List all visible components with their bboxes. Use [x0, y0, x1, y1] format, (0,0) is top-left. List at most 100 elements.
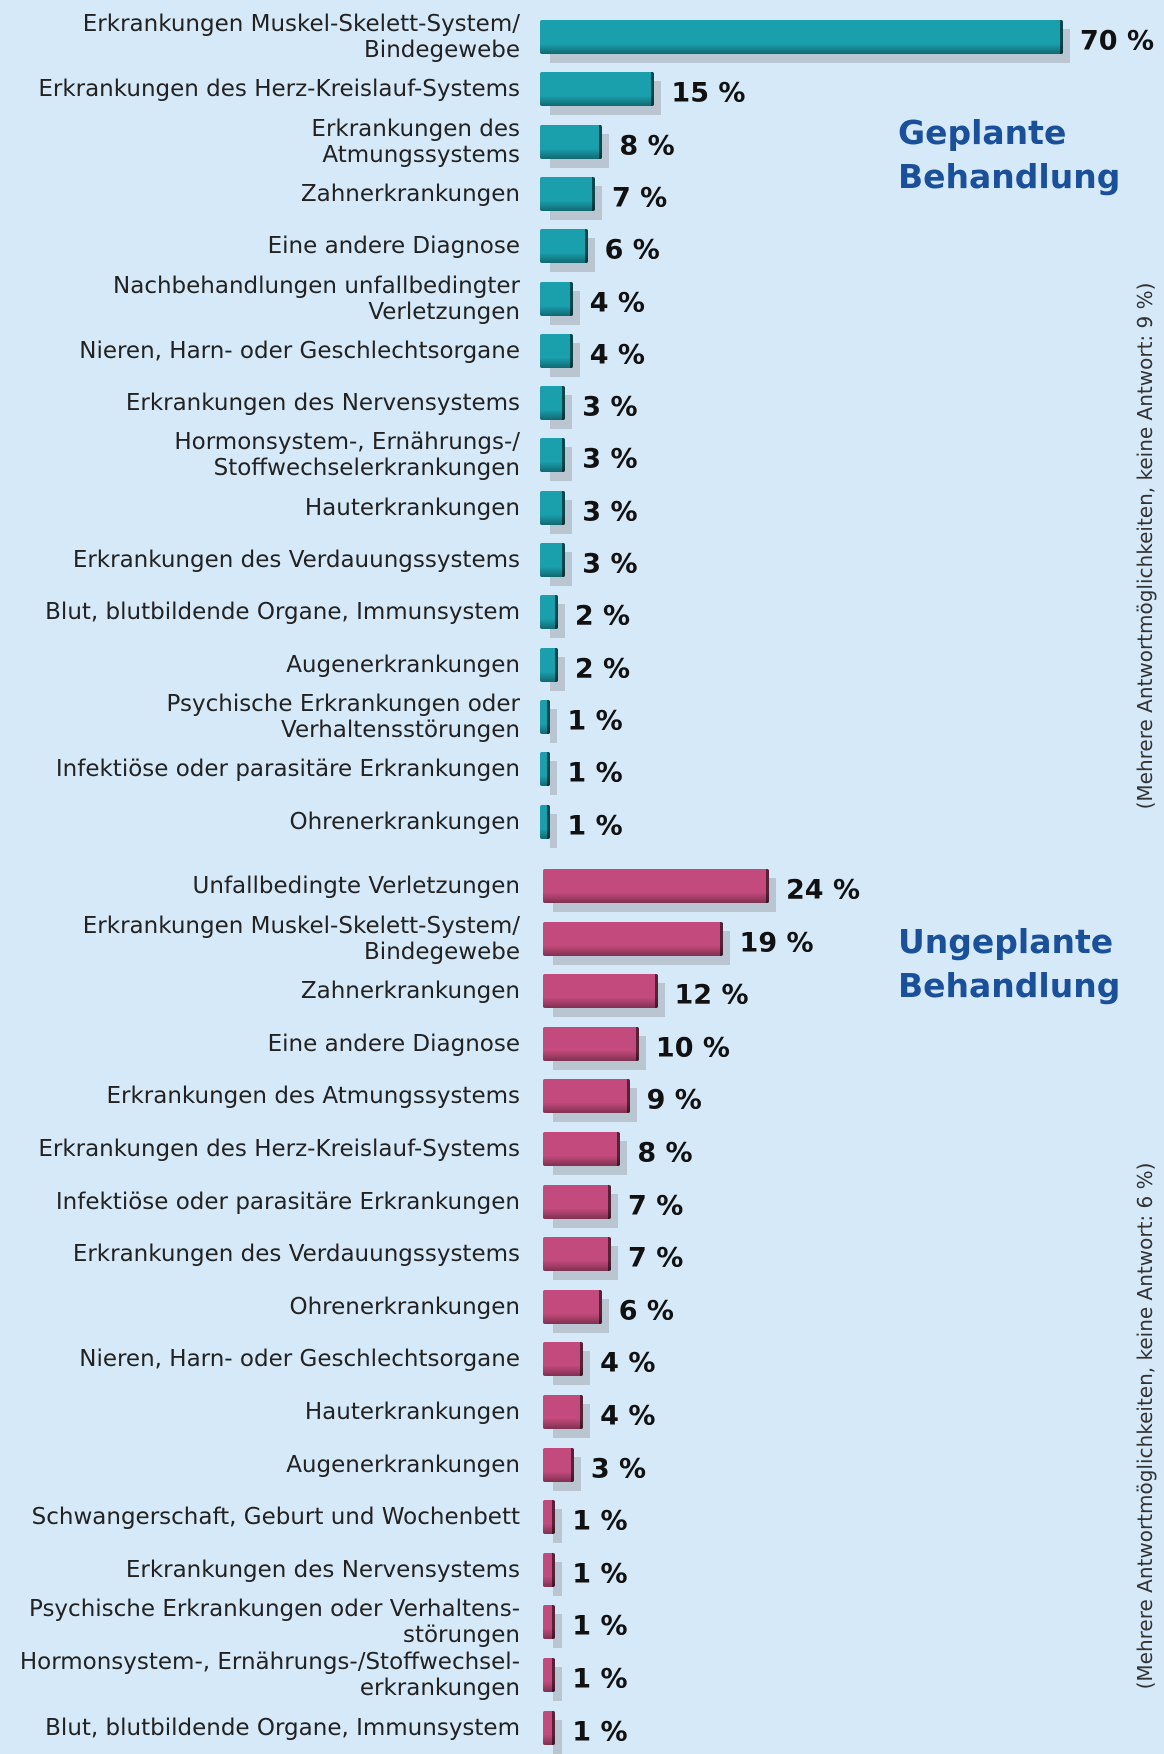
category-label: Eine andere Diagnose: [267, 1030, 520, 1057]
value-label: 4 %: [600, 1347, 656, 1379]
value-label: 3 %: [590, 1453, 647, 1485]
category-label: Infektiöse oder parasitäre Erkrankungen: [55, 1188, 520, 1215]
category-label: Psychische Erkrankungen oder Verhaltenss…: [166, 690, 520, 743]
category-label: Nachbehandlungen unfallbedingter Verletz…: [113, 272, 520, 325]
bar: [540, 176, 595, 211]
bar: [543, 1079, 630, 1114]
value-label: 2 %: [574, 653, 631, 685]
bar: [543, 1237, 612, 1272]
bar: [543, 1447, 574, 1482]
bar: [543, 1658, 556, 1692]
value-label: 24 %: [786, 874, 861, 906]
category-label: Blut, blutbildende Organe, Immunsystem: [45, 599, 520, 626]
bar: [540, 543, 566, 577]
category-label: Ohrenerkrankungen: [289, 1293, 520, 1320]
value-label: 7 %: [628, 1242, 684, 1274]
value-label: 6 %: [604, 234, 660, 266]
value-label: 3 %: [582, 443, 638, 475]
bar: [540, 20, 1063, 54]
chart-note: (Mehrere Antwortmöglichkeiten, keine Ant…: [1133, 1162, 1157, 1690]
category-label: Psychische Erkrankungen oder Verhaltens-…: [28, 1596, 520, 1649]
bar-shadow: [553, 1719, 563, 1754]
value-label: 6 %: [618, 1295, 674, 1327]
category-label: Hormonsystem-, Ernährungs-/Stoffwechsel-…: [19, 1649, 520, 1701]
value-label: 2 %: [574, 600, 631, 632]
category-label: Augenerkrankungen: [286, 651, 520, 678]
bar: [543, 1710, 556, 1745]
value-label: 1 %: [567, 705, 623, 737]
category-label: Nieren, Harn- oder Geschlechtsorgane: [79, 337, 520, 364]
value-label: 70 %: [1080, 25, 1155, 57]
category-label: Hauterkrankungen: [304, 1399, 520, 1425]
value-label: 1 %: [572, 1558, 628, 1590]
value-label: 1 %: [567, 757, 623, 789]
value-label: 1 %: [572, 1505, 628, 1537]
bar: [540, 647, 558, 682]
category-label: Augenerkrankungen: [286, 1451, 520, 1478]
value-label: 8 %: [619, 130, 675, 162]
bar-shadow: [550, 708, 558, 743]
value-label: 1 %: [572, 1716, 628, 1748]
category-label: Erkrankungen des Atmungssystems: [311, 115, 520, 168]
bar: [540, 699, 551, 734]
category-label: Erkrankungen des Herz-Kreislauf-Systems: [38, 1136, 520, 1162]
value-label: 10 %: [655, 1032, 730, 1064]
value-label: 4 %: [589, 287, 645, 318]
category-label: Ohrenerkrankungen: [289, 808, 520, 835]
bar: [540, 490, 566, 525]
value-label: 4 %: [600, 1400, 656, 1432]
bar-shadow: [553, 1667, 563, 1701]
value-label: 1 %: [572, 1610, 628, 1642]
chart-title: Ungeplante Behandlung: [898, 922, 1121, 1005]
bar: [540, 804, 551, 839]
category-label: Unfallbedingte Verletzungen: [192, 873, 520, 899]
bar: [543, 1026, 639, 1061]
chart-title: Geplante Behandlung: [898, 113, 1121, 196]
bar: [540, 752, 551, 787]
value-label: 4 %: [589, 339, 645, 371]
category-label: Erkrankungen des Nervensystems: [125, 390, 520, 417]
bar: [540, 229, 588, 264]
bar-shadow: [553, 1614, 563, 1649]
bar: [540, 72, 655, 107]
value-label: 7 %: [628, 1190, 684, 1222]
bar: [543, 1395, 584, 1429]
bar: [540, 333, 573, 368]
category-label: Erkrankungen des Verdauungssystems: [72, 547, 520, 573]
category-label: Zahnerkrankungen: [300, 978, 520, 1005]
value-label: 3 %: [582, 391, 638, 423]
value-label: 3 %: [582, 496, 638, 528]
bar: [543, 1342, 584, 1377]
category-label: Hormonsystem-, Ernährungs-/ Stoffwechsel…: [174, 429, 520, 482]
value-label: 9 %: [646, 1084, 702, 1116]
value-label: 12 %: [674, 979, 749, 1011]
category-label: Infektiöse oder parasitäre Erkrankungen: [55, 756, 520, 783]
bar: [543, 1500, 556, 1535]
category-label: Eine andere Diagnose: [267, 233, 520, 260]
value-label: 1 %: [567, 810, 623, 841]
category-label: Erkrankungen des Verdauungssystems: [72, 1241, 520, 1268]
chart-note: (Mehrere Antwortmöglichkeiten, keine Ant…: [1133, 282, 1157, 810]
bar: [543, 1605, 556, 1640]
bar: [540, 386, 566, 421]
bar: [543, 869, 769, 903]
value-label: 1 %: [572, 1663, 628, 1695]
bar: [543, 1132, 621, 1166]
category-label: Blut, blutbildende Organe, Immunsystem: [45, 1714, 520, 1741]
bar-shadow: [553, 1509, 563, 1544]
value-label: 15 %: [671, 77, 746, 109]
bar-shadow: [550, 813, 558, 848]
value-label: 8 %: [637, 1137, 693, 1169]
value-label: 7 %: [612, 182, 668, 214]
bar: [543, 974, 658, 1009]
category-label: Nieren, Harn- oder Geschlechtsorgane: [79, 1346, 520, 1373]
category-label: Erkrankungen des Atmungssystems: [106, 1083, 520, 1110]
category-label: Erkrankungen des Herz-Kreislauf-Systems: [38, 76, 520, 103]
category-label: Erkrankungen Muskel-Skelett-System/ Bind…: [82, 11, 520, 63]
category-label: Zahnerkrankungen: [300, 180, 520, 207]
category-label: Erkrankungen Muskel-Skelett-System/ Bind…: [82, 912, 520, 965]
category-label: Hauterkrankungen: [304, 494, 520, 521]
bar: [543, 921, 723, 956]
value-label: 3 %: [582, 548, 638, 580]
bar: [540, 438, 566, 473]
